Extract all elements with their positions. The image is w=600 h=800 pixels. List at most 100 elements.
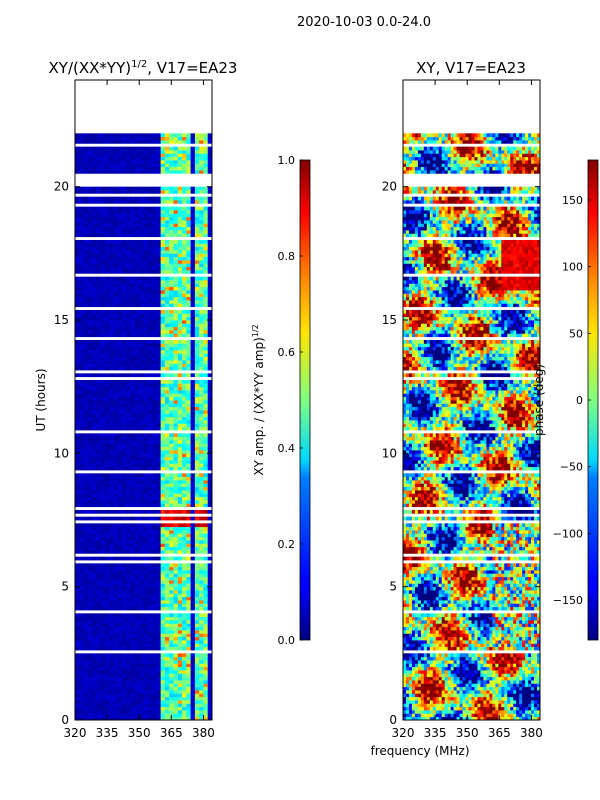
left-heatmap-cell [147, 703, 153, 708]
left-heatmap-cell [104, 296, 110, 301]
left-heatmap-cell [207, 243, 212, 248]
left-heatmap-cell [109, 230, 114, 234]
left-heatmap-cell [190, 230, 196, 234]
left-heatmap-cell [177, 186, 183, 191]
left-heatmap-cell [139, 500, 144, 504]
left-heatmap-cell [113, 220, 119, 224]
left-heatmap-cell [169, 366, 174, 371]
left-heatmap-cell [203, 690, 209, 694]
left-heatmap-cell [207, 166, 212, 171]
left-heatmap-cell [104, 310, 110, 314]
left-heatmap-cell [122, 500, 127, 504]
left-heatmap-cell [182, 160, 187, 164]
left-heatmap-cell [169, 700, 174, 704]
left-heatmap-cell [190, 410, 196, 414]
left-heatmap-cell [100, 680, 106, 684]
left-heatmap-cell [203, 323, 209, 328]
left-heatmap-cell [83, 156, 89, 161]
left-heatmap-cell [143, 593, 149, 598]
left-heatmap-cell [100, 666, 106, 671]
left-heatmap-cell [126, 473, 132, 478]
left-heatmap-cell [143, 200, 149, 204]
left-heatmap-cell [117, 413, 123, 418]
left-heatmap-cell [139, 263, 144, 268]
left-heatmap-cell [117, 313, 123, 318]
left-heatmap-cell [109, 580, 114, 584]
left-heatmap-cell [75, 140, 80, 144]
left-heatmap-cell [190, 186, 196, 191]
left-heatmap-cell [203, 483, 209, 488]
left-heatmap-cell [164, 220, 170, 224]
left-heatmap-cell [199, 673, 204, 678]
left-heatmap-cell [79, 410, 84, 414]
left-heatmap-cell [113, 463, 119, 468]
left-heatmap-cell [152, 263, 157, 268]
left-heatmap-cell [143, 300, 149, 304]
left-heatmap-cell [169, 420, 174, 424]
left-heatmap-cell [87, 300, 93, 304]
left-heatmap-cell [190, 380, 196, 384]
left-heatmap-cell [177, 600, 183, 604]
left-heatmap-cell [87, 283, 93, 288]
left-heatmap-cell [117, 420, 123, 424]
left-heatmap-cell [100, 716, 106, 720]
left-heatmap-cell [182, 270, 187, 274]
left-heatmap-cell [92, 226, 97, 231]
left-heatmap-cell [156, 390, 162, 394]
left-heatmap-cell [79, 476, 84, 481]
left-heatmap-cell [156, 256, 162, 261]
left-heatmap-cell [92, 383, 97, 388]
left-heatmap-cell [130, 616, 136, 621]
left-heatmap-cell [173, 246, 179, 251]
left-heatmap-cell [186, 440, 191, 444]
left-heatmap-cell [203, 410, 209, 414]
left-heatmap-cell [75, 526, 80, 531]
left-xtick-label: 365 [160, 726, 183, 740]
left-heatmap-cell [143, 580, 149, 584]
left-heatmap-cell [186, 450, 191, 454]
left-heatmap-cell [143, 296, 149, 301]
left-heatmap-cell [169, 266, 174, 271]
left-heatmap-cell [169, 300, 174, 304]
left-heatmap-cell [147, 323, 153, 328]
left-heatmap-cell [152, 423, 157, 428]
left-heatmap-cell [152, 443, 157, 448]
left-heatmap-cell [190, 293, 196, 298]
left-heatmap-cell [122, 346, 127, 351]
left-heatmap-cell [152, 700, 157, 704]
left-heatmap-cell [190, 436, 196, 441]
left-heatmap-cell [87, 206, 93, 211]
left-heatmap-cell [182, 170, 187, 174]
left-heatmap-cell [92, 146, 97, 151]
left-xtick-label: 335 [96, 726, 119, 740]
left-heatmap-cell [113, 663, 119, 668]
left-heatmap-cell [87, 616, 93, 621]
left-heatmap-cell [194, 563, 200, 568]
left-heatmap-cell [139, 400, 144, 404]
left-heatmap-cell [113, 680, 119, 684]
left-heatmap-cell [83, 526, 89, 531]
left-heatmap-cell [199, 146, 204, 151]
left-heatmap-cell [160, 190, 166, 194]
left-heatmap-cell [194, 603, 200, 608]
left-heatmap-cell [139, 483, 144, 488]
left-heatmap-cell [126, 466, 132, 471]
left-heatmap-cell [96, 213, 102, 218]
left-heatmap-cell [147, 590, 153, 594]
left-heatmap-cell [104, 483, 110, 488]
left-heatmap-cell [75, 323, 80, 328]
left-heatmap-cell [156, 366, 162, 371]
left-heatmap-cell [83, 583, 89, 588]
left-heatmap-cell [113, 160, 119, 164]
left-heatmap-cell [122, 700, 127, 704]
left-heatmap-cell [75, 530, 80, 534]
left-heatmap-cell [104, 323, 110, 328]
left-heatmap-cell [207, 653, 212, 658]
left-heatmap-cell [194, 473, 200, 478]
left-heatmap-cell [75, 166, 80, 171]
left-heatmap-cell [164, 186, 170, 191]
left-heatmap-cell [173, 423, 179, 428]
left-heatmap-cell [194, 253, 200, 258]
left-heatmap-cell [117, 600, 123, 604]
left-heatmap-cell [126, 200, 132, 204]
